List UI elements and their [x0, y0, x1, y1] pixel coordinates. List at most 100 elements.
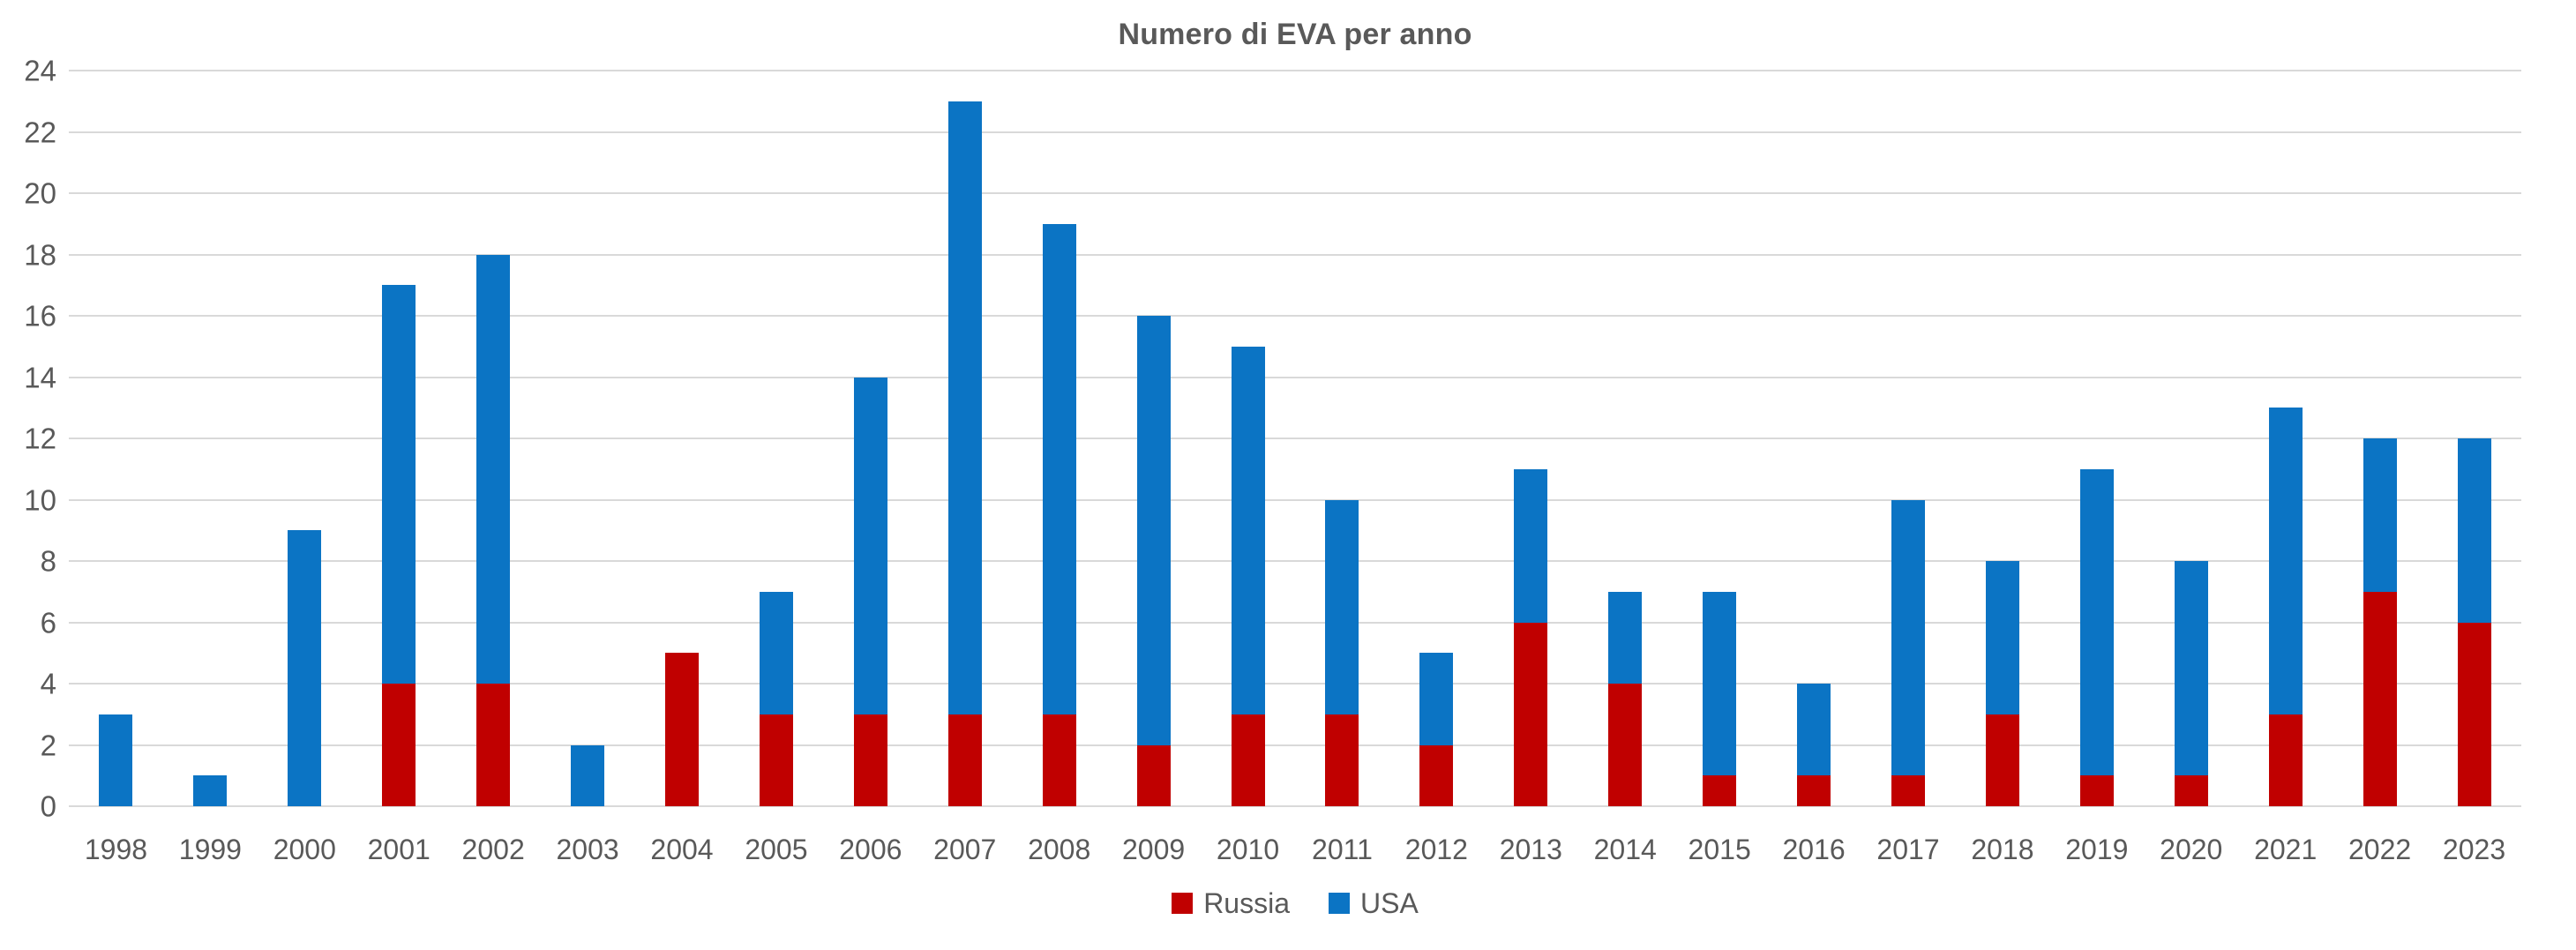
y-axis-tick-label: 22	[24, 116, 56, 148]
x-axis-tick-label: 2003	[556, 834, 619, 865]
gridline	[69, 621, 2521, 624]
bar-segment-usa	[1608, 591, 1643, 684]
x-axis-tick-label: 2001	[367, 834, 431, 865]
bar-column-2001	[352, 71, 446, 806]
bar-segment-usa	[1325, 499, 1359, 714]
bar-column-2023	[2427, 71, 2521, 806]
bar-column-2010	[1201, 71, 1295, 806]
x-axis-tick-label: 2013	[1499, 834, 1562, 865]
y-axis-tick-label: 12	[24, 422, 56, 455]
bar-column-2022	[2333, 71, 2427, 806]
bar-column-2020	[2144, 71, 2238, 806]
bar-segment-russia	[853, 714, 887, 806]
bar-column-2015	[1673, 71, 1767, 806]
x-axis-tick-label: 2010	[1216, 834, 1280, 865]
bar-segment-usa	[99, 714, 133, 806]
bar-column-2017	[1861, 71, 1956, 806]
bar-segment-usa	[1042, 223, 1076, 714]
x-axis-tick-label: 2018	[1971, 834, 2034, 865]
gridline	[69, 744, 2521, 746]
bar-segment-russia	[1797, 775, 1831, 806]
x-axis-tick-label: 1999	[178, 834, 242, 865]
bar-segment-russia	[1891, 775, 1925, 806]
y-axis-tick-label: 16	[24, 299, 56, 333]
gridline	[69, 315, 2521, 317]
x-axis-tick-label: 2007	[933, 834, 997, 865]
y-axis-tick-label: 8	[40, 544, 56, 578]
bar-segment-usa	[947, 101, 982, 714]
y-axis-tick-label: 20	[24, 176, 56, 210]
bar-segment-russia	[2079, 775, 2114, 806]
bar-segment-usa	[1703, 591, 1737, 776]
bar-column-2011	[1295, 71, 1389, 806]
legend-item-usa: USA	[1329, 889, 1419, 917]
y-axis-tick-label: 2	[40, 729, 56, 761]
bar-segment-usa	[382, 285, 416, 684]
gridline	[69, 560, 2521, 562]
x-axis-tick-label: 2002	[461, 834, 525, 865]
gridline	[69, 192, 2521, 194]
bar-segment-russia	[2174, 775, 2208, 806]
bar-segment-usa	[759, 591, 793, 714]
bar-segment-russia	[476, 684, 511, 806]
bar-segment-usa	[476, 254, 511, 684]
x-axis-tick-label: 2012	[1404, 834, 1468, 865]
bar-column-2008	[1012, 71, 1106, 806]
x-axis-tick-label: 2021	[2254, 834, 2318, 865]
bar-column-2014	[1578, 71, 1673, 806]
gridline	[69, 376, 2521, 378]
y-axis-tick-label: 18	[24, 238, 56, 271]
bar-segment-russia	[1325, 714, 1359, 806]
x-axis-tick-label: 2016	[1782, 834, 1846, 865]
bar-segment-usa	[2079, 468, 2114, 776]
bar-segment-usa	[853, 377, 887, 714]
y-axis-tick-label: 24	[24, 54, 56, 87]
bar-segment-usa	[2174, 561, 2208, 776]
gridline	[69, 438, 2521, 439]
bar-segment-russia	[2363, 591, 2397, 806]
bar-segment-usa	[1419, 653, 1454, 745]
bar-column-2016	[1767, 71, 1861, 806]
gridline	[69, 683, 2521, 684]
y-axis-tick-label: 4	[40, 667, 56, 700]
bar-segment-usa	[193, 775, 228, 806]
bar-segment-usa	[1136, 316, 1171, 745]
x-axis-tick-label: 2015	[1688, 834, 1751, 865]
gridline	[69, 70, 2521, 71]
bar-segment-usa	[2268, 408, 2303, 714]
bar-segment-usa	[1985, 561, 2019, 714]
bar-segment-russia	[2268, 714, 2303, 806]
bar-segment-russia	[1419, 744, 1454, 806]
bar-segment-usa	[2457, 438, 2491, 623]
bar-column-2003	[541, 71, 635, 806]
x-axis-tick-label: 2004	[650, 834, 714, 865]
x-axis-tick-label: 2020	[2160, 834, 2223, 865]
plot-area	[69, 70, 2521, 807]
gridline	[69, 253, 2521, 256]
gridline	[69, 498, 2521, 501]
x-axis-tick-label: 2022	[2348, 834, 2412, 865]
bar-column-2012	[1389, 71, 1484, 806]
legend-item-russia: Russia	[1172, 889, 1290, 917]
bar-segment-usa	[2363, 438, 2397, 592]
bar-segment-russia	[1608, 684, 1643, 806]
bar-segment-russia	[1136, 744, 1171, 806]
bar-column-1999	[163, 71, 258, 806]
bar-column-2002	[446, 71, 541, 806]
bar-column-2007	[917, 71, 1012, 806]
legend-label: Russia	[1203, 887, 1290, 919]
x-axis-tick-label: 2009	[1122, 834, 1186, 865]
x-axis-tick-label: 2005	[745, 834, 808, 865]
gridline	[69, 805, 2521, 807]
x-axis-tick-label: 2019	[2065, 834, 2129, 865]
bar-segment-usa	[1797, 684, 1831, 776]
bar-column-2009	[1106, 71, 1201, 806]
y-axis-tick-label: 14	[24, 361, 56, 393]
x-axis-tick-label: 2000	[273, 834, 336, 865]
gridline	[69, 131, 2521, 133]
bar-segment-usa	[571, 744, 605, 806]
usa-swatch-icon	[1329, 893, 1350, 914]
bar-segment-russia	[1703, 775, 1737, 806]
bar-column-1998	[69, 71, 163, 806]
